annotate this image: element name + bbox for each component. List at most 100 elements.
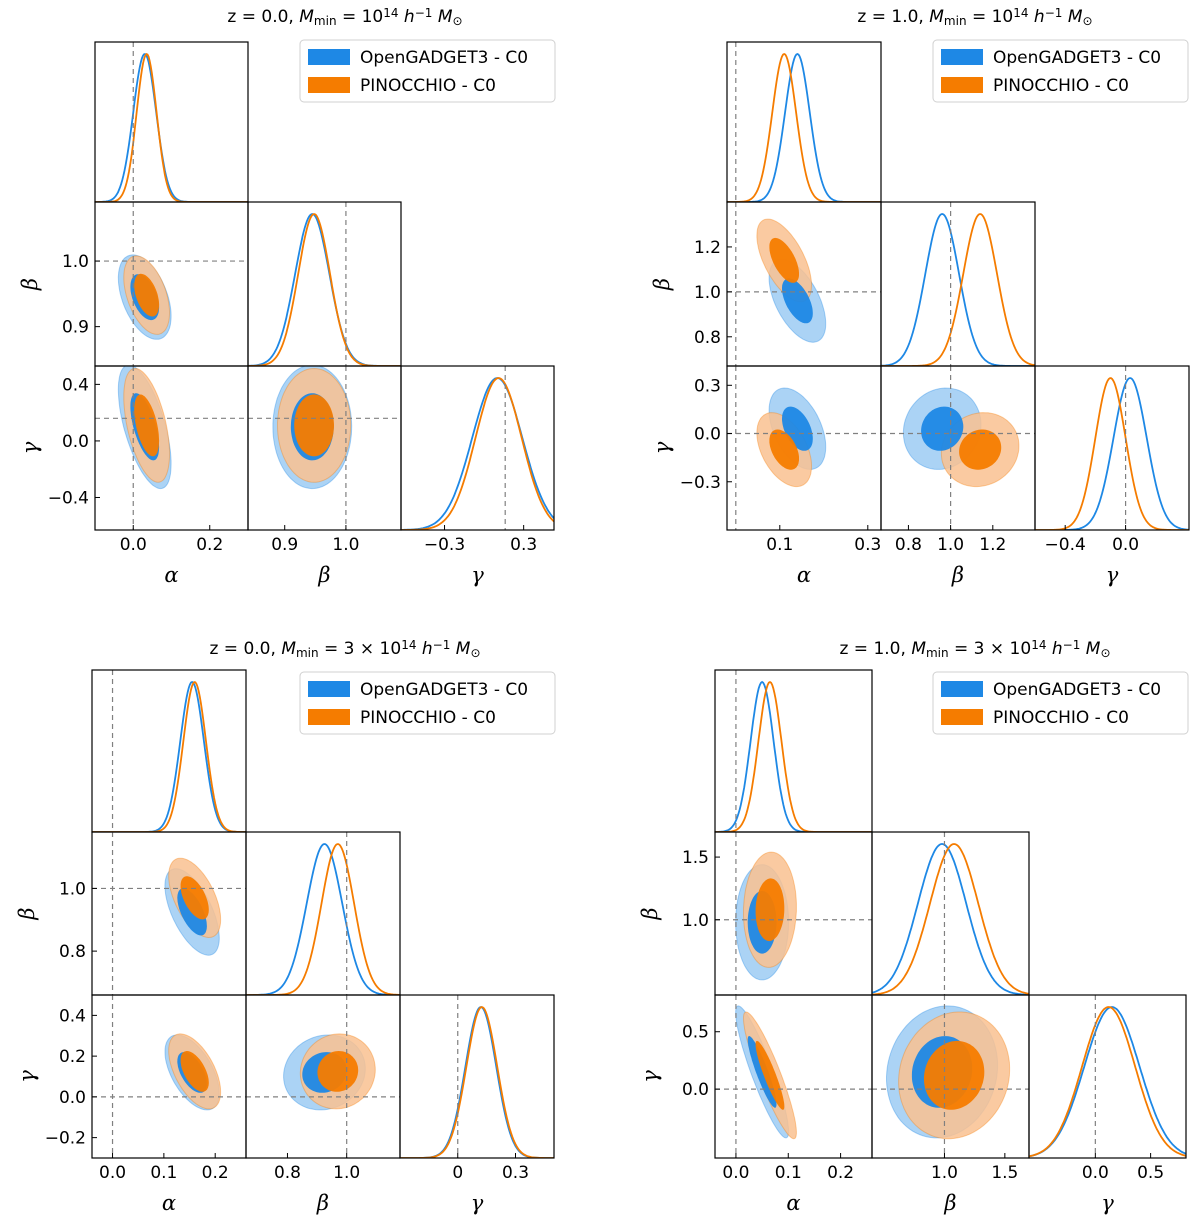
x-tick-label: 1.0 xyxy=(333,1163,360,1183)
marginal-line-alpha-opengadget3 xyxy=(727,52,881,202)
contour-1sigma-alpha-gamma-pinocchio xyxy=(755,1040,785,1110)
title-part: −1 xyxy=(1045,6,1063,20)
title-part: M xyxy=(1062,7,1082,27)
panel-beta-vs-alpha: 0.9 1.0 β xyxy=(18,201,249,367)
marginal-line-beta-opengadget3 xyxy=(248,213,401,366)
title-part: min xyxy=(296,646,319,660)
contour-1sigma-beta-gamma-opengadget3 xyxy=(921,406,964,451)
legend: OpenGADGET3 - C0 PINOCCHIO - C0 xyxy=(932,39,1189,103)
panel-gamma-vs-beta: 0.8 1.0β xyxy=(245,994,401,1215)
x-tick-label: 0.1 xyxy=(775,1163,802,1183)
panel-title: z = 1.0, Mmin = 1014 h−1 M⊙ xyxy=(857,6,1092,28)
panel-frame xyxy=(1028,994,1187,1159)
title-part: −1 xyxy=(433,638,451,652)
marginal-line-beta-opengadget3 xyxy=(881,213,1035,366)
x-axis-label-beta: β xyxy=(317,563,330,587)
panel-content xyxy=(715,832,872,995)
x-tick-label: 0.8 xyxy=(274,1163,301,1183)
legend: OpenGADGET3 - C0 PINOCCHIO - C0 xyxy=(299,39,556,103)
panel-content xyxy=(95,202,248,366)
title-part: h xyxy=(399,7,415,27)
y-tick-label: −0.2 xyxy=(45,1129,86,1149)
contour-1sigma-alpha-gamma-opengadget3 xyxy=(747,1036,777,1108)
legend-label-opengadget3: OpenGADGET3 - C0 xyxy=(360,48,528,68)
title-part: h xyxy=(1046,639,1062,659)
title-part: M xyxy=(432,7,452,27)
x-tick-label: 0.0 xyxy=(120,535,147,555)
contour-1sigma-alpha-gamma-pinocchio xyxy=(134,394,160,457)
y-axis-label-beta: β xyxy=(638,907,662,920)
contour-1sigma-alpha-beta-pinocchio xyxy=(755,878,785,942)
contour-1sigma-alpha-gamma-pinocchio xyxy=(769,429,799,470)
x-tick-label: 1.5 xyxy=(991,1163,1018,1183)
marginal-line-beta-opengadget3 xyxy=(246,843,400,995)
title-part: M xyxy=(929,7,944,27)
panel-gamma-vs-gamma: 0.0 0.5 γ xyxy=(1028,994,1187,1215)
y-tick-label: 0.4 xyxy=(59,1006,86,1026)
legend-box xyxy=(299,671,556,735)
panel-frame xyxy=(91,831,247,996)
y-tick-label: 1.0 xyxy=(62,252,89,272)
x-axis-label-beta: β xyxy=(316,1191,329,1215)
panel-content xyxy=(248,202,401,366)
marginal-line-beta-pinocchio xyxy=(248,213,401,366)
triangle-plot-2: z = 1.0, Mmin = 1014 h−1 M⊙0.81.01.2β−0.… xyxy=(650,6,1190,587)
panel-frame xyxy=(714,669,873,833)
panel-content xyxy=(95,42,248,202)
panel-gamma-vs-alpha: 0.0 0.5 γ 0.0 0.1 0.2 α xyxy=(638,994,873,1215)
y-tick-label: 0.0 xyxy=(694,425,721,445)
panel-content xyxy=(1029,995,1186,1158)
contour-1sigma-alpha-gamma-pinocchio xyxy=(180,1051,209,1092)
panel-beta-vs-beta xyxy=(880,201,1036,367)
legend-swatch-opengadget3 xyxy=(941,49,983,65)
panel-alpha-vs-alpha xyxy=(94,41,249,203)
panel-beta-vs-beta xyxy=(247,201,402,367)
y-tick-label: 1.0 xyxy=(59,879,86,899)
y-tick-label: 1.2 xyxy=(694,238,721,258)
contour-1sigma-alpha-beta-pinocchio xyxy=(769,237,799,283)
x-tick-label: 0.0 xyxy=(1082,1163,1109,1183)
panel-content xyxy=(92,832,246,995)
title-part: z = 0.0, xyxy=(227,7,299,27)
title-part: 14 xyxy=(383,6,398,20)
y-tick-label: 0.4 xyxy=(62,375,89,395)
marginal-line-alpha-pinocchio xyxy=(715,680,872,832)
panel-gamma-vs-alpha: −0.3 0.0 0.3 γ 0.1 0.3 α xyxy=(650,365,882,587)
contour-1sigma-beta-gamma-pinocchio xyxy=(294,394,334,457)
title-part: ⊙ xyxy=(470,646,480,660)
legend-box xyxy=(932,39,1189,103)
panel-frame xyxy=(94,201,249,367)
title-part: 14 xyxy=(1031,638,1046,652)
x-axis-label-gamma: γ xyxy=(1106,563,1119,587)
title-part: = 3 × 10 xyxy=(319,639,402,659)
x-axis-label-beta: β xyxy=(943,1191,956,1215)
panel-gamma-vs-beta: 0.8 1.0 1.2 β xyxy=(880,365,1036,587)
y-tick-label: 0.8 xyxy=(694,328,721,348)
legend-label-opengadget3: OpenGADGET3 - C0 xyxy=(993,680,1161,700)
marginal-line-alpha-pinocchio xyxy=(727,52,881,202)
panel-title: z = 0.0, Mmin = 1014 h−1 M⊙ xyxy=(227,6,462,28)
panel-frame xyxy=(247,201,402,367)
panel-gamma-vs-alpha: −0.4 0.0 0.4 γ 0.0 0.2 α xyxy=(18,365,249,587)
contour-1sigma-alpha-beta-opengadget3 xyxy=(782,278,813,324)
title-part: −1 xyxy=(1063,638,1081,652)
x-tick-label: 1.0 xyxy=(332,535,359,555)
y-tick-label: 0.9 xyxy=(62,318,89,338)
panel-content xyxy=(881,366,1035,530)
marginal-line-beta-pinocchio xyxy=(246,843,400,995)
x-tick-label: 0.1 xyxy=(766,535,793,555)
x-tick-label: 1.2 xyxy=(979,535,1006,555)
y-tick-label: 0.0 xyxy=(682,1080,709,1100)
contour-1sigma-alpha-beta-pinocchio xyxy=(134,273,160,317)
title-part: z = 1.0, xyxy=(839,639,911,659)
legend-label-opengadget3: OpenGADGET3 - C0 xyxy=(360,680,528,700)
title-part: = 10 xyxy=(967,7,1014,27)
x-axis-label-beta: β xyxy=(951,563,964,587)
panel-content xyxy=(715,995,872,1158)
legend-swatch-opengadget3 xyxy=(308,681,350,697)
panel-content xyxy=(248,366,401,530)
panel-beta-vs-alpha: 1.0 1.5 β xyxy=(638,831,873,996)
marginal-line-gamma-pinocchio xyxy=(401,377,554,530)
y-tick-label: 0.3 xyxy=(694,376,721,396)
title-part: = 10 xyxy=(337,7,384,27)
